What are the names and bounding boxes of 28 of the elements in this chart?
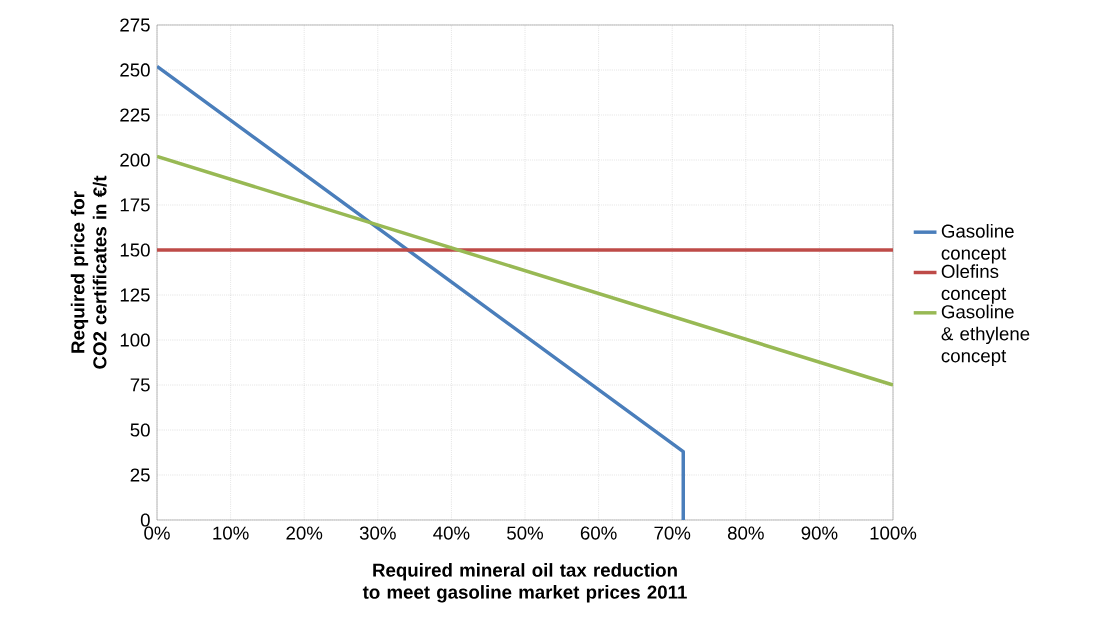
x-tick-label: 40% xyxy=(433,526,470,540)
x-tick-label: 60% xyxy=(580,526,617,540)
x-tick-label: 80% xyxy=(727,526,764,540)
y-tick-label: 25 xyxy=(130,468,150,482)
y-tick-label: 100 xyxy=(120,333,150,347)
y-tick-label: 200 xyxy=(120,153,150,167)
y-axis-title: Required price for CO2 certificates in €/t xyxy=(70,175,107,369)
x-tick-label: 20% xyxy=(286,526,323,540)
legend-label: Olefins concept xyxy=(941,264,1007,304)
x-tick-label: 10% xyxy=(213,526,249,540)
y-tick-label: 50 xyxy=(130,423,150,437)
x-tick-label: 90% xyxy=(801,526,838,540)
x-axis-title: Required mineral oil tax reduction to meet gasoline market prices 2011 xyxy=(362,563,687,603)
x-tick-label: 100% xyxy=(870,526,917,540)
x-tick-label: 30% xyxy=(359,526,396,540)
y-tick-label: 0 xyxy=(140,513,150,527)
y-tick-label: 125 xyxy=(120,288,150,302)
legend-label: Gasoline & ethylene concept xyxy=(941,304,1030,367)
x-tick-label: 50% xyxy=(507,526,544,540)
y-tick-label: 250 xyxy=(120,63,150,77)
y-tick-label: 75 xyxy=(130,378,150,392)
y-tick-label: 225 xyxy=(120,108,150,122)
x-tick-label: 0% xyxy=(144,526,170,540)
y-tick-label: 150 xyxy=(120,243,150,257)
y-tick-label: 275 xyxy=(120,18,150,32)
x-tick-label: 70% xyxy=(654,526,691,540)
legend-label: Gasoline concept xyxy=(941,224,1014,264)
y-tick-label: 175 xyxy=(120,198,150,212)
